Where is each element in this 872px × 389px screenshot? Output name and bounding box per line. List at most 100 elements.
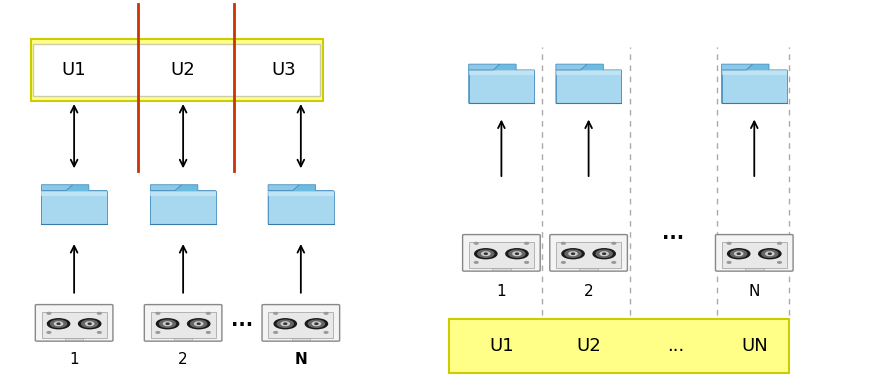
Text: U2: U2 [171,61,195,79]
Circle shape [603,253,605,254]
Polygon shape [42,185,72,191]
Circle shape [481,252,490,256]
Circle shape [768,253,771,254]
Text: ...: ... [667,337,685,355]
Circle shape [509,250,525,257]
Circle shape [284,323,287,324]
Text: 2: 2 [178,352,188,367]
Bar [269,312,333,338]
Text: N: N [295,352,307,367]
Circle shape [778,261,781,263]
Polygon shape [269,185,333,224]
Polygon shape [722,70,787,75]
Polygon shape [556,64,587,70]
Circle shape [612,242,616,244]
Bar [469,242,534,268]
Circle shape [596,250,612,257]
Circle shape [167,323,169,324]
Circle shape [562,249,584,259]
Circle shape [593,249,616,259]
Circle shape [207,331,210,333]
Circle shape [191,320,207,327]
Polygon shape [42,185,106,224]
Circle shape [572,253,575,254]
Circle shape [58,323,60,324]
Text: U2: U2 [576,337,601,355]
Circle shape [156,319,179,329]
FancyBboxPatch shape [144,305,221,341]
Polygon shape [269,191,333,196]
Circle shape [274,319,296,329]
Text: 1: 1 [69,352,79,367]
Circle shape [565,250,581,257]
Circle shape [612,261,616,263]
Bar [579,268,598,270]
FancyBboxPatch shape [462,235,540,271]
Circle shape [98,312,101,314]
Bar [492,268,511,270]
Polygon shape [469,64,534,103]
Circle shape [562,242,565,244]
Circle shape [88,323,91,324]
Circle shape [600,252,609,256]
Bar [449,319,789,373]
Circle shape [727,249,750,259]
Polygon shape [42,191,106,224]
Circle shape [47,331,51,333]
Circle shape [485,253,487,254]
Bar [151,312,215,338]
Circle shape [759,249,781,259]
Circle shape [513,252,521,256]
FancyBboxPatch shape [262,305,340,341]
Circle shape [506,249,528,259]
Circle shape [324,331,328,333]
Circle shape [474,242,478,244]
Text: 1: 1 [496,284,507,299]
Text: UN: UN [741,337,767,355]
Circle shape [562,261,565,263]
Circle shape [281,322,290,326]
Bar [722,242,787,268]
Bar [65,338,84,340]
Text: U1: U1 [489,337,514,355]
Circle shape [194,322,203,326]
Circle shape [734,252,743,256]
Polygon shape [556,64,621,103]
Polygon shape [150,191,216,224]
Circle shape [51,320,66,327]
Text: ...: ... [662,224,685,243]
Circle shape [187,319,210,329]
Circle shape [277,320,293,327]
Circle shape [207,312,210,314]
Circle shape [98,331,101,333]
Circle shape [160,320,175,327]
Bar [33,44,320,96]
Text: U1: U1 [62,61,86,79]
Bar [745,268,764,270]
FancyBboxPatch shape [35,305,113,341]
Polygon shape [722,64,753,70]
Polygon shape [269,191,333,224]
Polygon shape [42,191,106,196]
Polygon shape [556,70,621,75]
Circle shape [82,320,98,327]
Bar [42,312,106,338]
Circle shape [525,242,528,244]
Circle shape [727,242,731,244]
Bar [291,338,310,340]
Circle shape [156,312,160,314]
Circle shape [197,323,200,324]
Circle shape [569,252,577,256]
Circle shape [156,331,160,333]
Polygon shape [722,64,787,103]
Circle shape [78,319,101,329]
Circle shape [324,312,328,314]
Circle shape [274,331,277,333]
Polygon shape [269,185,299,191]
Circle shape [47,312,51,314]
FancyBboxPatch shape [550,235,628,271]
Circle shape [478,250,494,257]
Circle shape [525,261,528,263]
Text: U3: U3 [271,61,296,79]
Bar [556,242,621,268]
